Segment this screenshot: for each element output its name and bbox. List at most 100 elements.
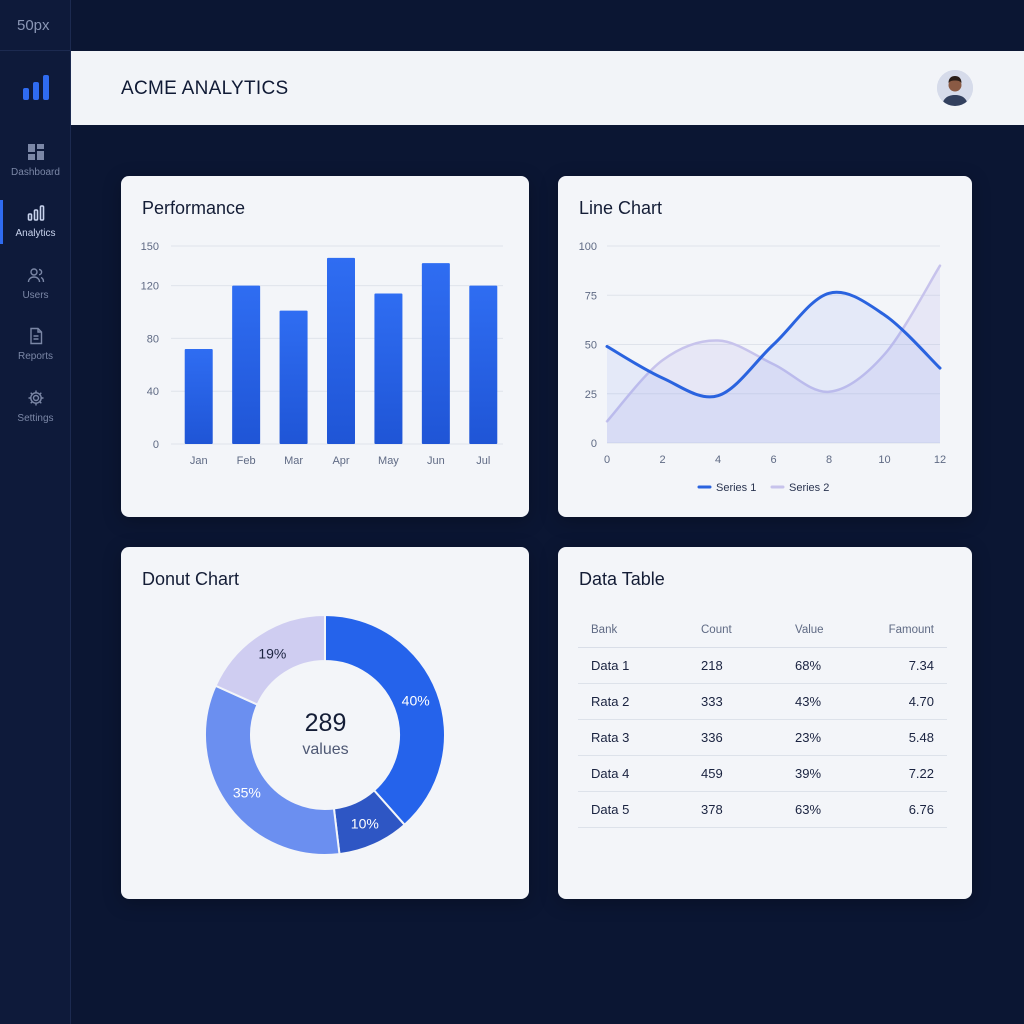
card-title: Line Chart bbox=[579, 198, 663, 218]
table-row[interactable]: Data 1 218 68% 7.34 bbox=[578, 647, 947, 684]
bar bbox=[469, 285, 498, 444]
table-cell: Data 4 bbox=[578, 755, 688, 792]
series-line bbox=[605, 290, 942, 399]
table-cell: 333 bbox=[688, 683, 782, 720]
x-tick-label: 8 bbox=[826, 454, 832, 466]
donut-chart-card: Donut Chart 40% 10% 35% 19% 289 values bbox=[121, 547, 529, 899]
y-tick-label: 120 bbox=[141, 281, 159, 293]
donut-slice-label: 19% bbox=[258, 646, 286, 662]
donut-slice-label: 10% bbox=[351, 815, 379, 831]
donut-center-label: values bbox=[302, 741, 349, 758]
y-tick-label: 50 bbox=[585, 340, 597, 352]
x-tick-label: 2 bbox=[659, 454, 665, 466]
avatar[interactable] bbox=[937, 70, 973, 106]
sidebar-item-reports[interactable]: Reports bbox=[0, 327, 71, 379]
table-row[interactable]: Data 5 378 63% 6.76 bbox=[578, 791, 947, 828]
app-title: ACME ANALYTICS bbox=[121, 78, 289, 99]
gear-icon bbox=[28, 390, 43, 406]
table-cell: 378 bbox=[688, 791, 782, 828]
card-title: Donut Chart bbox=[142, 569, 240, 589]
series-area bbox=[607, 292, 940, 443]
y-tick-label: 40 bbox=[147, 386, 159, 398]
y-tick-label: 75 bbox=[585, 290, 597, 302]
bar bbox=[279, 310, 308, 444]
x-tick-label: Jan bbox=[190, 455, 208, 467]
y-tick-label: 100 bbox=[579, 241, 597, 253]
bar-chart-icon bbox=[27, 205, 44, 221]
donut-slice bbox=[214, 613, 326, 706]
bar bbox=[327, 257, 355, 444]
table-cell: 23% bbox=[782, 719, 876, 756]
line-chart: 0 25 50 75 100 0 2 4 6 8 10 12 Series 1 Series 2 bbox=[579, 241, 946, 494]
table-cell: 4.70 bbox=[876, 683, 947, 720]
sidebar-item-label: Analytics bbox=[15, 228, 56, 239]
legend-label: Series 2 bbox=[789, 482, 829, 494]
table-cell: 6.76 bbox=[876, 791, 947, 828]
top-header: ACME ANALYTICS bbox=[71, 51, 1024, 125]
logo-icon[interactable] bbox=[22, 74, 50, 102]
donut-center-value: 289 bbox=[304, 709, 347, 737]
performance-card: Performance 0 40 80 120 150 Jan Feb Mar Apr May Ju… bbox=[121, 176, 529, 517]
column-header[interactable]: Value bbox=[782, 613, 876, 648]
x-tick-label: 12 bbox=[934, 454, 946, 466]
sidebar: 50px Dashboard Analytics Users Reports bbox=[0, 0, 71, 1024]
bar bbox=[421, 263, 450, 444]
series-area bbox=[607, 265, 940, 443]
table-cell: Data 5 bbox=[578, 791, 688, 828]
table-cell: 218 bbox=[688, 647, 782, 684]
bar-chart: 0 40 80 120 150 Jan Feb Mar Apr May Jun Jul bbox=[141, 241, 503, 467]
y-tick-label: 0 bbox=[153, 439, 159, 451]
table-cell: 7.22 bbox=[876, 755, 947, 792]
data-table: Bank Count Value Famount Data 1 218 68% … bbox=[578, 613, 947, 828]
user-avatar-icon bbox=[937, 70, 973, 106]
table-row[interactable]: Rata 2 333 43% 4.70 bbox=[578, 683, 947, 720]
y-tick-label: 25 bbox=[585, 389, 597, 401]
y-tick-label: 150 bbox=[141, 241, 159, 253]
card-title: Performance bbox=[142, 198, 246, 218]
series-line bbox=[605, 264, 942, 423]
line-chart-card: Line Chart 0 25 50 75 100 0 2 4 6 8 10 12 Series 1 Se… bbox=[558, 176, 972, 517]
donut-chart: 40% 10% 35% 19% bbox=[204, 613, 446, 856]
donut-slice bbox=[324, 613, 446, 827]
sidebar-item-label: Settings bbox=[17, 413, 54, 424]
table-cell: Rata 2 bbox=[578, 683, 688, 720]
sidebar-item-label: Users bbox=[22, 290, 49, 301]
table-cell: 63% bbox=[782, 791, 876, 828]
legend-label: Series 1 bbox=[716, 482, 756, 494]
data-table-card: Data Table Bank Count Value Famount Data… bbox=[558, 547, 972, 899]
table-cell: 5.48 bbox=[876, 719, 947, 756]
sidebar-item-settings[interactable]: Settings bbox=[0, 389, 71, 441]
table-cell: 68% bbox=[782, 647, 876, 684]
users-icon bbox=[27, 268, 44, 283]
sidebar-item-label: Dashboard bbox=[11, 167, 60, 178]
table-row[interactable]: Rata 3 336 23% 5.48 bbox=[578, 719, 947, 756]
column-header[interactable]: Count bbox=[688, 613, 782, 648]
donut-slice-label: 40% bbox=[402, 693, 430, 709]
donut-slice bbox=[204, 684, 341, 856]
x-tick-label: Mar bbox=[284, 455, 303, 467]
table-row[interactable]: Data 4 459 39% 7.22 bbox=[578, 755, 947, 792]
document-icon bbox=[29, 327, 42, 345]
y-tick-label: 0 bbox=[591, 438, 597, 450]
size-label: 50px bbox=[0, 0, 71, 51]
table-cell: 336 bbox=[688, 719, 782, 756]
x-tick-label: 0 bbox=[604, 454, 610, 466]
card-title: Data Table bbox=[579, 569, 665, 589]
y-tick-label: 80 bbox=[147, 333, 159, 345]
column-header[interactable]: Bank bbox=[578, 613, 688, 648]
x-tick-label: 6 bbox=[770, 454, 776, 466]
x-tick-label: Apr bbox=[332, 455, 349, 467]
bar bbox=[232, 285, 261, 444]
x-tick-label: Feb bbox=[237, 455, 256, 467]
sidebar-item-analytics[interactable]: Analytics bbox=[0, 200, 71, 256]
column-header[interactable]: Famount bbox=[876, 613, 947, 648]
sidebar-item-users[interactable]: Users bbox=[0, 266, 71, 318]
donut-slice-label: 35% bbox=[233, 784, 261, 800]
table-cell: 459 bbox=[688, 755, 782, 792]
sidebar-item-dashboard[interactable]: Dashboard bbox=[0, 143, 71, 195]
dashboard-icon bbox=[27, 144, 44, 160]
x-tick-label: 4 bbox=[715, 454, 721, 466]
table-cell: Data 1 bbox=[578, 647, 688, 684]
table-cell: 7.34 bbox=[876, 647, 947, 684]
bar bbox=[184, 348, 213, 444]
